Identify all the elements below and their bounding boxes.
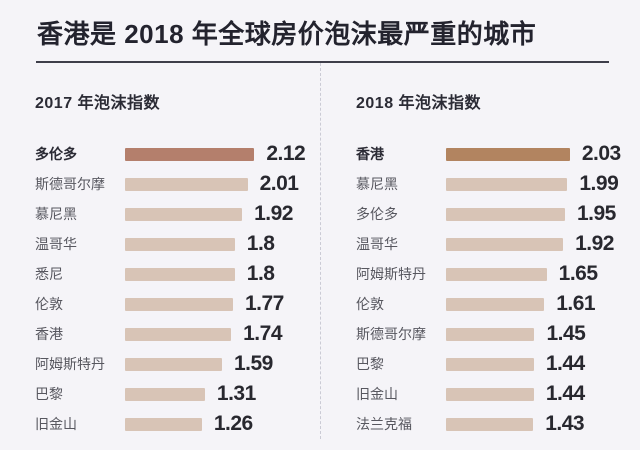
city-label: 温哥华	[35, 236, 77, 252]
city-label: 伦敦	[356, 296, 384, 312]
value-label: 1.43	[545, 412, 585, 435]
value-label: 1.31	[216, 382, 256, 405]
panel-2017-title: 2017 年泡沫指数	[35, 95, 161, 112]
value-label: 2.03	[581, 142, 621, 165]
value-label: 1.92	[254, 202, 293, 225]
city-label: 悉尼	[35, 266, 63, 282]
chart-row: 阿姆斯特丹 1.65	[356, 259, 640, 289]
value-label: 1.59	[233, 352, 273, 375]
chart-row: 斯德哥尔摩 1.45	[356, 319, 640, 349]
value-label: 2.01	[259, 172, 299, 195]
value-bar	[125, 357, 222, 371]
value-bar	[446, 237, 564, 251]
city-label: 香港	[356, 146, 384, 162]
panel-2018: 2018 年泡沫指数 香港 2.03 慕尼黑 1.99 多伦多 1.95 温哥华 1.92 阿姆…	[320, 63, 640, 439]
value-bar	[125, 327, 232, 341]
value-bar	[125, 267, 235, 281]
value-label: 1.74	[243, 322, 282, 345]
city-label: 香港	[35, 326, 63, 342]
value-bar	[125, 237, 235, 251]
chart-row: 温哥华 1.8	[35, 229, 320, 259]
value-bar	[446, 417, 534, 431]
city-label: 斯德哥尔摩	[35, 176, 105, 192]
city-label: 伦敦	[35, 296, 63, 312]
chart-row: 慕尼黑 1.92	[35, 199, 320, 229]
city-label: 阿姆斯特丹	[35, 356, 105, 372]
city-label: 阿姆斯特丹	[356, 266, 426, 282]
panel-2018-title: 2018 年泡沫指数	[356, 95, 482, 112]
city-label: 巴黎	[356, 356, 384, 372]
chart-row: 法兰克福 1.43	[356, 409, 640, 439]
value-bar	[446, 357, 534, 371]
panel-2018-rows: 香港 2.03 慕尼黑 1.99 多伦多 1.95 温哥华 1.92 阿姆斯特丹 1.65 伦敦 1.…	[356, 139, 640, 439]
value-label: 1.92	[575, 232, 614, 255]
value-label: 1.44	[545, 382, 585, 405]
city-label: 多伦多	[35, 146, 77, 162]
value-bar	[446, 267, 547, 281]
chart-row: 阿姆斯特丹 1.59	[35, 349, 320, 379]
page-title: 香港是 2018 年全球房价泡沫最严重的城市	[37, 19, 537, 49]
value-bar	[125, 387, 205, 401]
value-label: 1.99	[579, 172, 619, 195]
city-label: 温哥华	[356, 236, 398, 252]
value-label: 1.8	[246, 262, 275, 285]
value-label: 2.12	[266, 142, 306, 165]
chart-row: 悉尼 1.8	[35, 259, 320, 289]
value-bar	[125, 147, 255, 161]
chart-row: 温哥华 1.92	[356, 229, 640, 259]
value-label: 1.95	[576, 202, 616, 225]
title-divider-rule	[36, 61, 609, 63]
value-label: 1.61	[556, 292, 596, 315]
value-bar	[125, 417, 202, 431]
panel-2017: 2017 年泡沫指数 多伦多 2.12 斯德哥尔摩 2.01 慕尼黑 1.92 温哥华 1.8…	[0, 63, 320, 439]
value-label: 1.26	[213, 412, 253, 435]
value-bar	[446, 147, 570, 161]
chart-row: 巴黎 1.31	[35, 379, 320, 409]
value-label: 1.45	[546, 322, 586, 345]
city-label: 斯德哥尔摩	[356, 326, 426, 342]
value-bar	[125, 177, 248, 191]
value-bar	[446, 297, 545, 311]
chart-row: 多伦多 2.12	[35, 139, 320, 169]
city-label: 多伦多	[356, 206, 398, 222]
chart-row: 慕尼黑 1.99	[356, 169, 640, 199]
value-label: 1.65	[558, 262, 598, 285]
chart-row: 香港 1.74	[35, 319, 320, 349]
value-bar	[125, 297, 233, 311]
chart-row: 伦敦 1.61	[356, 289, 640, 319]
value-label: 1.77	[244, 292, 284, 315]
value-bar	[446, 327, 535, 341]
chart-row: 斯德哥尔摩 2.01	[35, 169, 320, 199]
city-label: 法兰克福	[356, 416, 412, 432]
value-bar	[446, 177, 568, 191]
city-label: 慕尼黑	[356, 176, 398, 192]
value-label: 1.44	[545, 352, 585, 375]
value-bar	[125, 207, 243, 221]
city-label: 旧金山	[356, 386, 398, 402]
chart-row: 多伦多 1.95	[356, 199, 640, 229]
value-bar	[446, 387, 534, 401]
chart-row: 旧金山 1.26	[35, 409, 320, 439]
chart-columns: 2017 年泡沫指数 多伦多 2.12 斯德哥尔摩 2.01 慕尼黑 1.92 温哥华 1.8…	[0, 63, 640, 439]
city-label: 巴黎	[35, 386, 63, 402]
value-label: 1.8	[246, 232, 275, 255]
chart-row: 香港 2.03	[356, 139, 640, 169]
panel-2017-rows: 多伦多 2.12 斯德哥尔摩 2.01 慕尼黑 1.92 温哥华 1.8 悉尼 1.8 伦敦 1.77…	[35, 139, 320, 439]
chart-row: 伦敦 1.77	[35, 289, 320, 319]
chart-row: 巴黎 1.44	[356, 349, 640, 379]
city-label: 慕尼黑	[35, 206, 77, 222]
value-bar	[446, 207, 565, 221]
chart-row: 旧金山 1.44	[356, 379, 640, 409]
city-label: 旧金山	[35, 416, 77, 432]
